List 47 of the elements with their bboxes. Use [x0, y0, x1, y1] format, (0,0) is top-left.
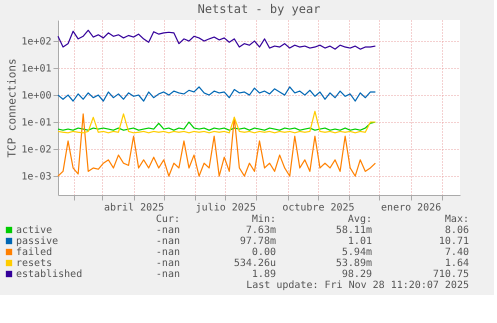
text: -nan [156, 258, 180, 269]
text: -nan [156, 269, 180, 280]
text: Min: [252, 214, 276, 225]
text: 98.29 [342, 269, 372, 280]
line-series [57, 86, 376, 102]
text: Max: [444, 214, 469, 225]
text: 53.89m [336, 258, 372, 269]
text: Cur: [156, 214, 180, 225]
legend-label: failed [16, 247, 52, 258]
x-tick-label: enero 2026 [381, 202, 442, 214]
text: -nan [156, 225, 180, 236]
text: 1.64 [444, 258, 469, 269]
text: 0.00 [252, 247, 276, 258]
text: 1.89 [252, 269, 276, 280]
chart-title: Netstat - by year [198, 2, 320, 16]
y-tick-label: 1e+01 [21, 64, 52, 75]
legend-label: established [16, 269, 82, 280]
text: 1.01 [348, 236, 372, 247]
legend-label: resets [16, 258, 52, 269]
text: 710.75 [432, 269, 469, 280]
text: 58.11m [336, 225, 372, 236]
text: -nan [156, 236, 180, 247]
text: Last update: Fri Nov 28 11:20:07 2025 [246, 280, 469, 291]
legend-label: passive [16, 236, 58, 247]
line-series [57, 30, 376, 50]
x-tick-label: octubre 2025 [282, 202, 355, 214]
text: 10.71 [438, 236, 469, 247]
text: 8.06 [444, 225, 469, 236]
text: Avg: [348, 214, 372, 225]
y-tick-label: 1e-01 [21, 118, 52, 129]
text: 5.94m [342, 247, 372, 258]
x-tick-label: abril 2025 [104, 202, 164, 214]
y-tick-label: 1e+00 [21, 90, 52, 102]
y-tick-label: 1e+02 [21, 36, 52, 48]
text: 7.63m [246, 225, 276, 236]
x-tick-label: julio 2025 [196, 202, 256, 214]
line-series [57, 113, 376, 177]
line-series [57, 110, 376, 134]
y-tick-label: 1e-03 [21, 172, 52, 183]
y-tick-label: 1e-02 [21, 144, 52, 156]
text: -nan [156, 247, 180, 258]
legend-label: active [16, 225, 52, 236]
text: 534.26u [234, 258, 276, 269]
y-axis-title: TCP connections [5, 58, 18, 158]
line-series [57, 121, 376, 131]
text: 97.78m [240, 236, 276, 247]
text: 7.40 [444, 247, 469, 258]
